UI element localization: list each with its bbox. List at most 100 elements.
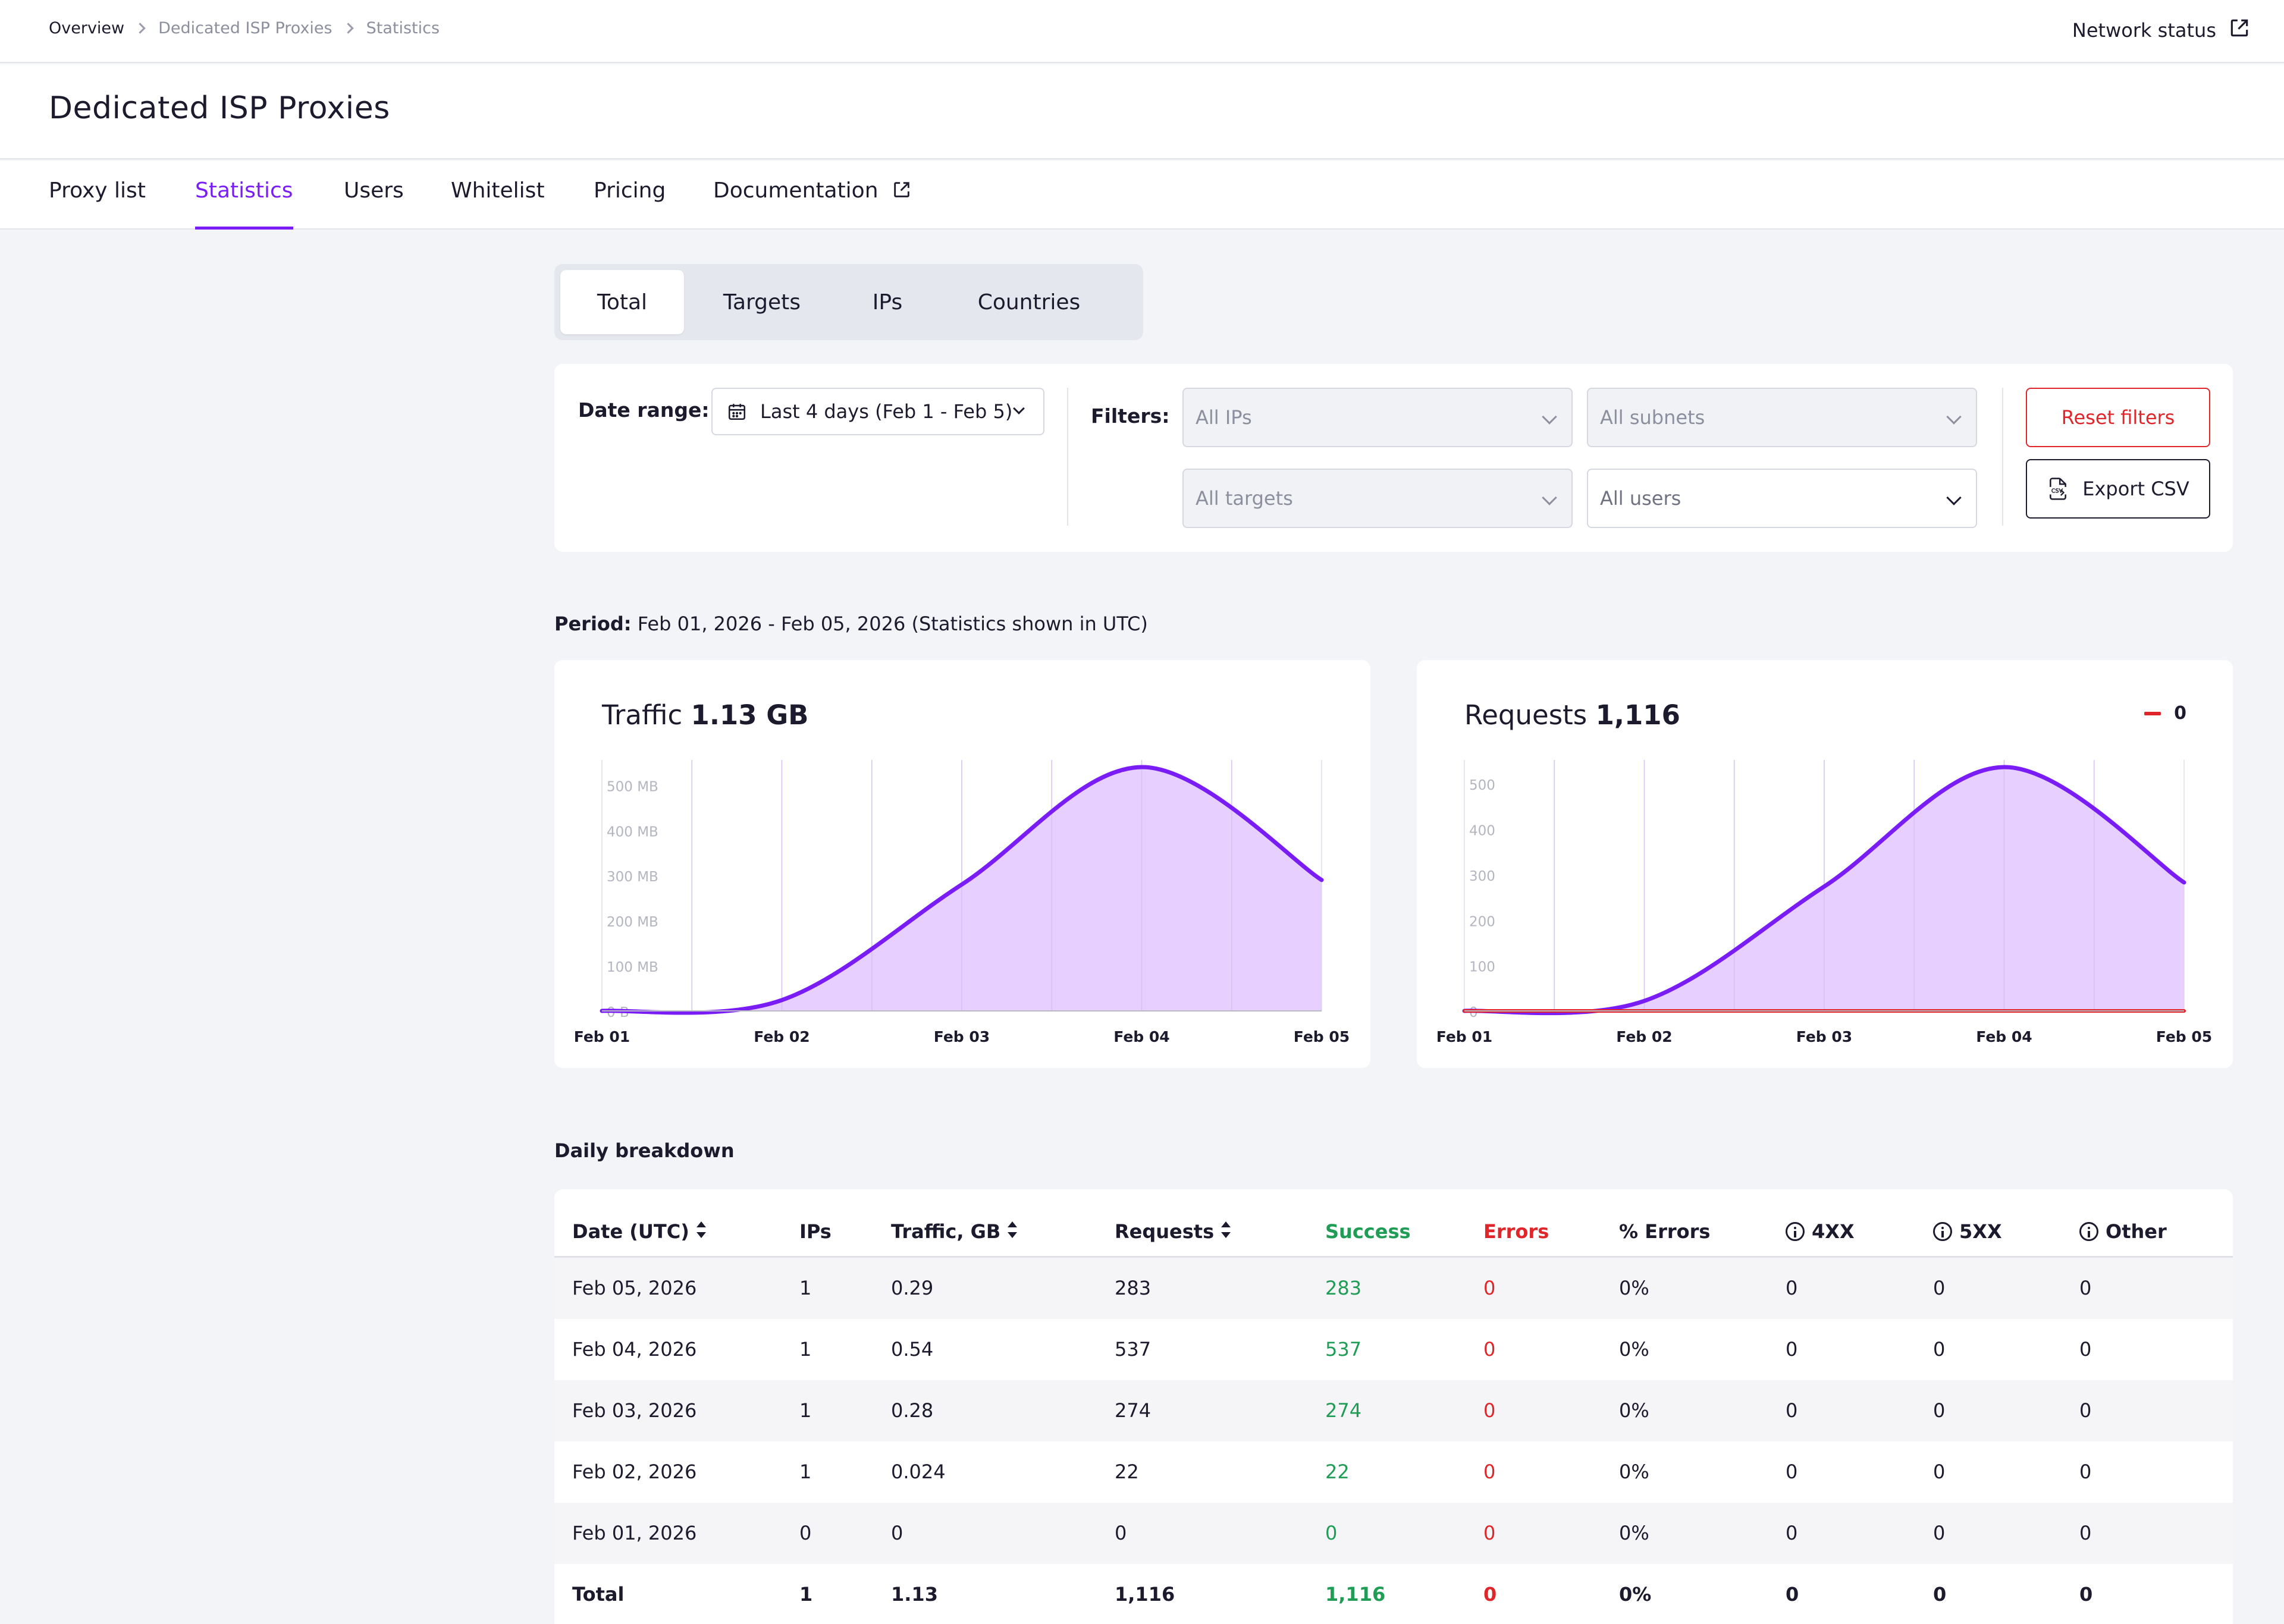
traffic-chart-title: Traffic 1.13 GB xyxy=(602,699,808,731)
breadcrumb-overview[interactable]: Overview xyxy=(49,19,125,37)
table-row: Feb 03, 2026 1 0.28 274 274 0 0% 0 0 0 xyxy=(554,1380,2233,1441)
cell-errors: 0 xyxy=(1483,1399,1496,1422)
y-tick-label: 400 MB xyxy=(607,824,658,840)
targets-filter-select[interactable]: All targets xyxy=(1182,469,1573,528)
col-date-header[interactable]: Date (UTC) xyxy=(572,1220,706,1243)
sort-icon xyxy=(1221,1220,1231,1243)
date-range-value: Last 4 days (Feb 1 - Feb 5) xyxy=(760,400,1013,423)
breadcrumb-statistics: Statistics xyxy=(366,19,440,37)
info-icon xyxy=(1933,1222,1952,1241)
subtab-countries[interactable]: Countries xyxy=(977,290,1081,315)
cell-traffic: 0.29 xyxy=(891,1277,934,1299)
external-link-icon xyxy=(892,180,912,230)
col-requests-header[interactable]: Requests xyxy=(1115,1220,1231,1243)
sub-tabs: Total Targets IPs Countries xyxy=(554,264,1143,340)
cell-5xx: 0 xyxy=(1933,1399,1946,1422)
cell-requests: 537 xyxy=(1115,1338,1152,1361)
cell-4xx: 0 xyxy=(1786,1460,1798,1483)
y-tick-label: 300 MB xyxy=(607,869,658,885)
col-4xx-header[interactable]: 4XX xyxy=(1786,1220,1855,1243)
network-status-label: Network status xyxy=(2072,19,2216,42)
cell-traffic: 0.024 xyxy=(891,1460,946,1483)
reset-filters-button[interactable]: Reset filters xyxy=(2026,388,2210,447)
errors-legend: 0 xyxy=(2144,703,2186,724)
y-tick-label: 300 xyxy=(1469,869,1495,884)
breadcrumb: Overview Dedicated ISP Proxies Statistic… xyxy=(49,19,440,37)
users-filter-select[interactable]: All users xyxy=(1587,469,1977,528)
tab-users[interactable]: Users xyxy=(344,178,404,203)
requests-chart-card: Requests 1,116 0 0 100 200 300 400 500 Feb 01 F… xyxy=(1417,660,2233,1068)
date-range-select[interactable]: Last 4 days (Feb 1 - Feb 5) xyxy=(711,388,1044,435)
col-traffic-header[interactable]: Traffic, GB xyxy=(891,1220,1018,1243)
subtab-total[interactable]: Total xyxy=(560,270,684,334)
cell-ips: 0 xyxy=(799,1522,812,1544)
cell-4xx: 0 xyxy=(1786,1338,1798,1361)
cell-success: 283 xyxy=(1325,1277,1362,1299)
requests-total-value: 1,116 xyxy=(1595,699,1680,731)
col-other-header[interactable]: Other xyxy=(2079,1220,2167,1243)
date-range-label: Date range: xyxy=(578,398,710,422)
tab-pricing[interactable]: Pricing xyxy=(594,178,666,203)
export-csv-button[interactable]: CSV Export CSV xyxy=(2026,459,2210,519)
breadcrumb-dedicated-isp[interactable]: Dedicated ISP Proxies xyxy=(158,19,332,37)
col-date-label: Date (UTC) xyxy=(572,1220,689,1243)
tab-documentation[interactable]: Documentation xyxy=(713,178,912,230)
svg-text:CSV: CSV xyxy=(2051,488,2063,494)
x-tick-label: Feb 02 xyxy=(754,1028,810,1045)
x-tick-label: Feb 03 xyxy=(1796,1028,1852,1045)
cell-errors: 0 xyxy=(1483,1460,1496,1483)
chevron-down-icon xyxy=(1946,490,1962,505)
cell-4xx: 0 xyxy=(1786,1583,1799,1606)
tab-documentation-label: Documentation xyxy=(713,178,879,203)
cell-requests: 1,116 xyxy=(1115,1583,1175,1606)
y-tick-label: 100 MB xyxy=(607,960,658,975)
cell-other: 0 xyxy=(2079,1338,2092,1361)
cell-ips: 1 xyxy=(799,1277,812,1299)
cell-date: Feb 04, 2026 xyxy=(572,1338,697,1361)
x-tick-label: Feb 02 xyxy=(1616,1028,1672,1045)
col-requests-label: Requests xyxy=(1115,1220,1215,1243)
ips-filter-select[interactable]: All IPs xyxy=(1182,388,1573,447)
cell-ips: 1 xyxy=(799,1583,813,1606)
subnets-filter-select[interactable]: All subnets xyxy=(1587,388,1977,447)
network-status-link[interactable]: Network status xyxy=(2072,17,2251,44)
cell-date: Feb 01, 2026 xyxy=(572,1522,697,1544)
subtab-targets[interactable]: Targets xyxy=(723,290,801,315)
info-icon xyxy=(1786,1222,1805,1241)
cell-ips: 1 xyxy=(799,1338,812,1361)
col-5xx-header[interactable]: 5XX xyxy=(1933,1220,2002,1243)
cell-percent-errors: 0% xyxy=(1619,1522,1649,1544)
col-success-header: Success xyxy=(1325,1220,1411,1243)
cell-other: 0 xyxy=(2079,1399,2092,1422)
cell-errors: 0 xyxy=(1483,1583,1497,1606)
subtab-ips[interactable]: IPs xyxy=(872,290,903,315)
cell-success: 22 xyxy=(1325,1460,1350,1483)
cell-success: 537 xyxy=(1325,1338,1362,1361)
cell-5xx: 0 xyxy=(1933,1583,1947,1606)
table-row: Feb 04, 2026 1 0.54 537 537 0 0% 0 0 0 xyxy=(554,1319,2233,1380)
cell-success: 0 xyxy=(1325,1522,1338,1544)
y-tick-label: 500 MB xyxy=(607,779,658,794)
filters-label: Filters: xyxy=(1091,404,1170,428)
cell-other: 0 xyxy=(2079,1583,2093,1606)
divider xyxy=(1067,388,1068,526)
tab-statistics[interactable]: Statistics xyxy=(195,178,293,230)
chevron-down-icon xyxy=(1542,490,1557,505)
subnets-filter-value: All subnets xyxy=(1600,406,1705,429)
y-tick-label: 200 MB xyxy=(607,915,658,930)
cell-requests: 0 xyxy=(1115,1522,1127,1544)
tab-proxy-list[interactable]: Proxy list xyxy=(49,178,146,203)
export-csv-label: Export CSV xyxy=(2082,478,2189,500)
sort-icon xyxy=(696,1220,706,1243)
x-tick-label: Feb 04 xyxy=(1976,1028,2032,1045)
cell-percent-errors: 0% xyxy=(1619,1460,1649,1483)
cell-date: Feb 05, 2026 xyxy=(572,1277,697,1299)
period-value: Feb 01, 2026 - Feb 05, 2026 (Statistics … xyxy=(637,612,1148,635)
cell-percent-errors: 0% xyxy=(1619,1399,1649,1422)
cell-4xx: 0 xyxy=(1786,1522,1798,1544)
nav-tabs: Proxy list Statistics Users Whitelist Pr… xyxy=(0,161,2284,230)
col-other-label: Other xyxy=(2106,1220,2167,1243)
x-tick-label: Feb 03 xyxy=(934,1028,990,1045)
tab-whitelist[interactable]: Whitelist xyxy=(451,178,545,203)
